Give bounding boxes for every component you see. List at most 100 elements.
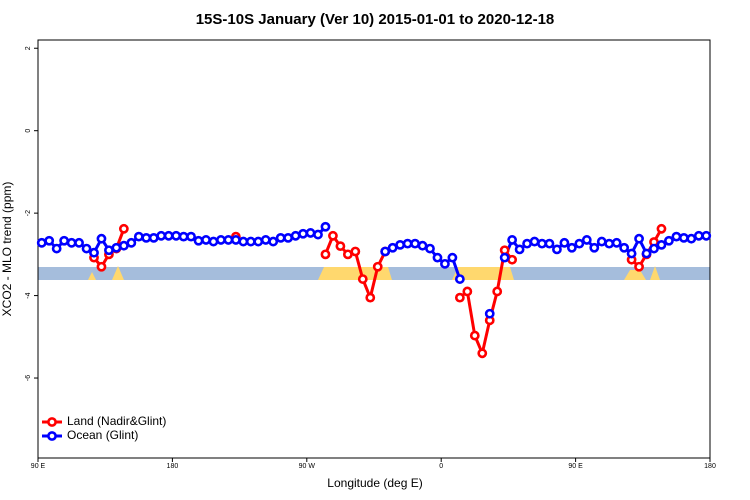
data-point [126, 237, 137, 248]
data-point [201, 235, 211, 245]
data-point [223, 235, 234, 245]
data-point [380, 246, 391, 257]
data-point [537, 238, 547, 249]
data-point [81, 243, 92, 254]
data-point [186, 231, 196, 242]
data-point [268, 236, 279, 247]
data-point [604, 238, 615, 249]
chart-title: 15S-10S January (Ver 10) 2015-01-01 to 2… [196, 11, 555, 28]
data-point [148, 232, 159, 243]
data-point [111, 242, 122, 253]
land-marker [318, 267, 392, 280]
y-tick-label: 0 [25, 129, 32, 133]
data-point [589, 242, 600, 253]
data-point [611, 237, 622, 248]
data-point [372, 261, 383, 272]
data-point [596, 236, 607, 247]
data-point [649, 243, 659, 254]
y-axis-label: XCO2 - MLO trend (ppm) [0, 182, 14, 317]
x-tick-label: 0 [439, 463, 443, 470]
data-point [671, 231, 682, 242]
data-point [462, 286, 473, 297]
data-point [544, 238, 555, 249]
data-point [290, 230, 301, 241]
data-point [469, 330, 480, 341]
data-point [163, 230, 174, 241]
land-marker [650, 266, 660, 280]
land-marker [624, 270, 646, 280]
data-point [529, 236, 540, 247]
data-point [320, 221, 331, 232]
data-point [253, 236, 264, 247]
data-point [133, 231, 144, 242]
data-point [313, 229, 323, 240]
data-point [395, 239, 406, 250]
data-point [499, 252, 510, 263]
data-point [507, 235, 518, 245]
data-point [559, 237, 570, 248]
data-point [178, 231, 189, 242]
data-point [693, 230, 704, 241]
data-point [283, 232, 294, 243]
data-point [619, 242, 630, 253]
data-point [566, 242, 577, 253]
x-tick-label: 180 [167, 463, 179, 470]
data-point [44, 235, 55, 246]
data-point [216, 235, 226, 245]
data-point [440, 258, 450, 269]
x-tick-label: 180 [704, 463, 716, 470]
data-point [51, 243, 62, 254]
data-point [514, 244, 525, 255]
y-tick-label: -2 [25, 210, 32, 216]
data-point [74, 237, 84, 248]
data-point [118, 240, 129, 251]
data-point [208, 236, 219, 247]
data-point [230, 235, 241, 245]
data-point [634, 261, 644, 272]
data-point [193, 235, 204, 246]
data-point [410, 238, 420, 249]
data-point [402, 238, 413, 249]
y-tick-label: 2 [25, 46, 32, 50]
data-point [522, 238, 532, 249]
land-marker [112, 266, 124, 280]
data-point [171, 230, 182, 241]
x-axis-label: Longitude (deg E) [327, 476, 422, 490]
data-point [104, 245, 114, 256]
data-point [298, 228, 308, 239]
data-point [447, 252, 458, 263]
data-point [454, 292, 465, 303]
data-point [350, 246, 361, 257]
data-point [96, 233, 107, 244]
data-point [357, 274, 368, 284]
data-point [365, 292, 376, 303]
plot-frame [37, 39, 711, 459]
data-point [626, 248, 637, 259]
data-point [454, 274, 465, 284]
data-point [36, 237, 47, 248]
data-point [634, 233, 644, 244]
data-point [335, 241, 346, 252]
data-point [552, 244, 562, 255]
data-point [320, 249, 331, 260]
data-point [432, 252, 443, 263]
data-point [641, 248, 652, 259]
y-tick-label: -6 [25, 375, 32, 381]
data-point [305, 228, 316, 238]
legend-marker [47, 431, 57, 441]
data-point [574, 238, 585, 249]
data-point [141, 232, 152, 243]
data-point [499, 245, 510, 256]
data-point [425, 243, 435, 254]
data-point [701, 230, 712, 241]
x-tick-label: 90 W [299, 463, 316, 470]
data-point [89, 247, 99, 258]
data-point [417, 240, 428, 251]
data-point [664, 235, 674, 246]
data-point [581, 235, 592, 245]
data-point [387, 242, 398, 253]
data-point [238, 236, 249, 247]
x-tick-label: 90 E [568, 463, 583, 470]
